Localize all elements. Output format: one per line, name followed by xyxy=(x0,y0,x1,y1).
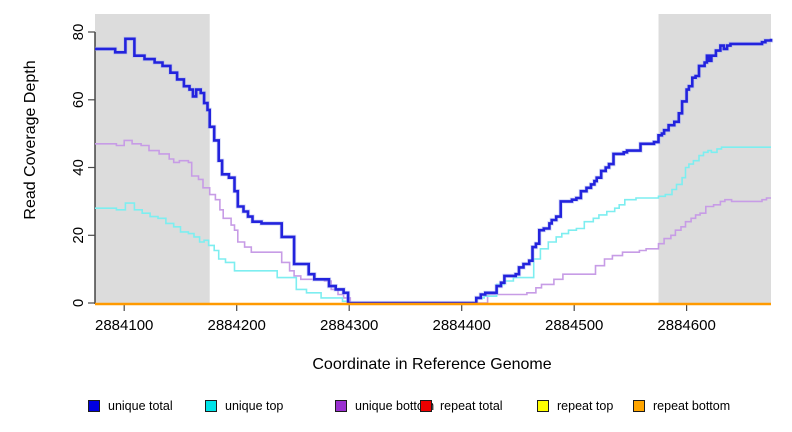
legend-label: repeat total xyxy=(440,399,503,413)
x-tick-label: 2884100 xyxy=(95,317,153,334)
y-tick-label: 40 xyxy=(70,159,87,176)
y-tick-label: 80 xyxy=(70,24,87,41)
shaded-band-0 xyxy=(95,14,210,304)
legend-item-repeat-bottom: repeat bottom xyxy=(633,399,730,413)
series-unique-top-line xyxy=(95,146,771,304)
legend-label: unique bottom xyxy=(355,399,435,413)
shaded-band-1 xyxy=(658,14,771,304)
legend-label: unique total xyxy=(108,399,173,413)
legend-label: repeat bottom xyxy=(653,399,731,413)
legend-swatch-unique-bottom xyxy=(335,400,347,412)
y-tick-label: 0 xyxy=(70,299,87,307)
legend-label: unique top xyxy=(225,399,284,413)
x-tick-label: 2884300 xyxy=(320,317,378,334)
y-tick-label: 60 xyxy=(70,91,87,108)
legend-item-unique-top: unique top xyxy=(205,399,283,413)
legend-label: repeat top xyxy=(557,399,614,413)
legend-swatch-unique-top xyxy=(205,400,217,412)
coverage-plot: 2884100 2884200 2884300 2884400 2884500 28846… xyxy=(70,14,774,334)
x-tick-label: 2884600 xyxy=(657,317,715,334)
legend-item-repeat-top: repeat top xyxy=(537,399,613,413)
series-unique-bottom-line xyxy=(95,139,771,304)
x-tick-label: 2884200 xyxy=(207,317,265,334)
legend-swatch-repeat-top xyxy=(537,400,549,412)
legend-swatch-repeat-total xyxy=(420,400,432,412)
legend-item-repeat-total: repeat total xyxy=(420,399,503,413)
legend-item-unique-total: unique total xyxy=(88,399,173,413)
x-axis-title: Coordinate in Reference Genome xyxy=(312,356,552,373)
legend-item-unique-bottom: unique bottom xyxy=(335,399,434,413)
series-unique-total-line xyxy=(95,37,773,305)
y-tick-label: 20 xyxy=(70,227,87,244)
y-axis-title: Read Coverage Depth xyxy=(22,60,39,220)
legend-swatch-repeat-bottom xyxy=(633,400,645,412)
x-tick-label: 2884500 xyxy=(545,317,603,334)
x-tick-label: 2884400 xyxy=(432,317,490,334)
legend-swatch-unique-total xyxy=(88,400,100,412)
